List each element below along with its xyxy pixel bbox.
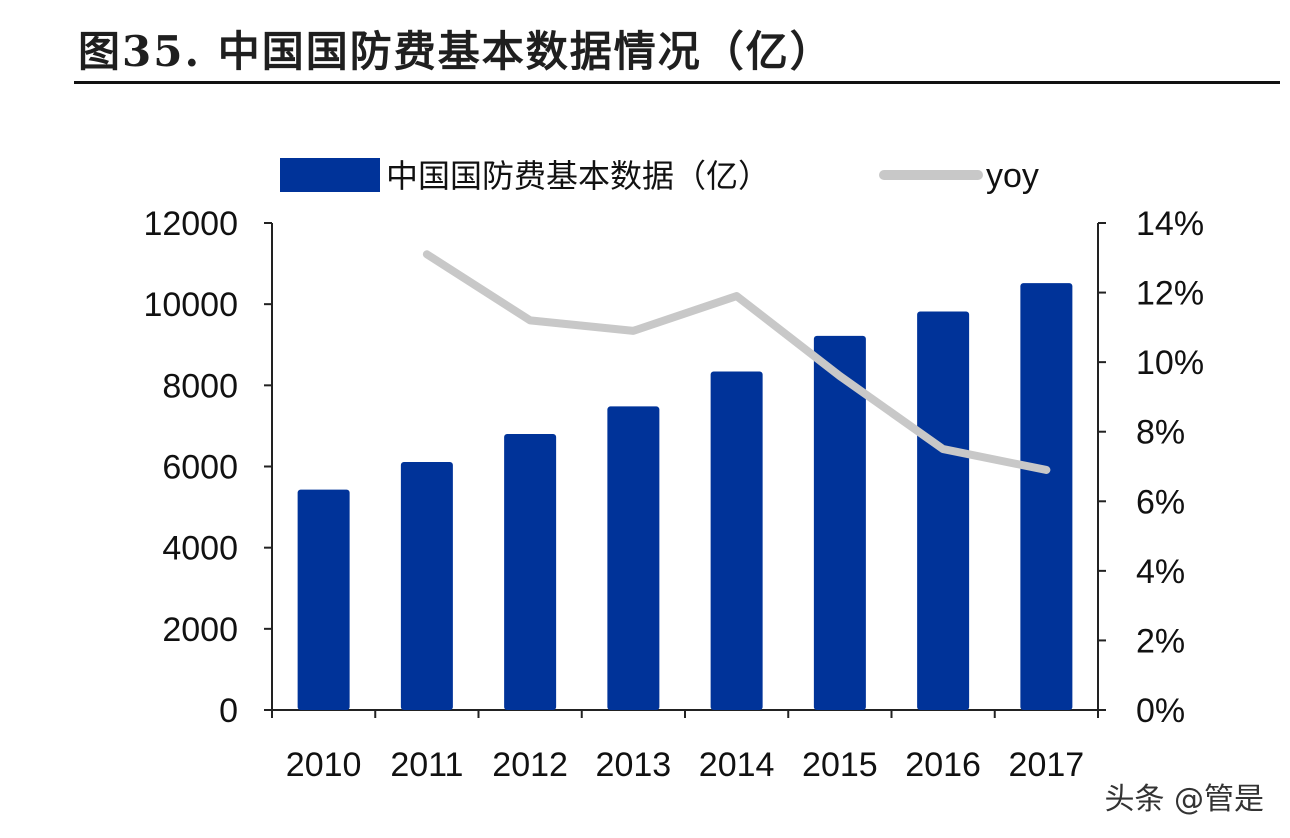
bar-series [297, 283, 1073, 710]
left-axis-tick-label: 0 [219, 692, 238, 730]
chart-legend: 中国国防费基本数据（亿） yoy [280, 157, 1039, 195]
page-title: 图35. 中国国防费基本数据情况（亿） [78, 27, 834, 76]
legend-swatch-bars [280, 158, 380, 192]
x-axis-tick-label: 2011 [390, 746, 463, 784]
legend-label-line: yoy [986, 157, 1039, 195]
left-axis-tick-label: 4000 [162, 530, 238, 568]
right-axis-tick-label: 8% [1136, 414, 1185, 452]
watermark: 头条 @管是 [1104, 782, 1264, 817]
left-axis-tick-label: 10000 [143, 286, 238, 324]
line-series [422, 250, 1051, 474]
right-axis-tick-label: 4% [1136, 553, 1185, 591]
x-axis-tick-label: 2015 [802, 746, 878, 784]
x-axis-tick-label: 2014 [699, 746, 775, 784]
bar-2016 [917, 311, 970, 710]
left-axis-tick-label: 6000 [162, 449, 238, 487]
legend-label-bars: 中国国防费基本数据（亿） [386, 158, 770, 194]
bar-2013 [607, 406, 660, 710]
x-axis-tick-label: 2012 [492, 746, 568, 784]
x-axis-tick-label: 2017 [1009, 746, 1085, 784]
bar-2017 [1020, 283, 1073, 710]
chart-axes [264, 222, 1106, 718]
bar-2010 [297, 489, 350, 710]
axis-labels: 0 2000 4000 6000 8000 10000 12000 0% 2% 4% 6% 8% 10%… [143, 205, 1204, 784]
bar-2012 [504, 434, 557, 710]
right-axis-tick-label: 0% [1136, 692, 1185, 730]
bar-2014 [710, 371, 763, 710]
left-axis-tick-label: 12000 [143, 205, 238, 243]
right-axis-tick-label: 6% [1136, 483, 1185, 521]
right-axis-tick-label: 10% [1136, 344, 1204, 382]
right-axis-tick-label: 2% [1136, 622, 1185, 660]
x-axis-tick-label: 2010 [286, 746, 362, 784]
right-axis-tick-label: 12% [1136, 275, 1204, 313]
bar-2011 [400, 462, 453, 710]
x-axis-tick-label: 2016 [905, 746, 981, 784]
title-divider [74, 81, 1280, 84]
bar-2015 [813, 335, 866, 710]
right-axis-tick-label: 14% [1136, 205, 1204, 243]
left-axis-tick-label: 2000 [162, 611, 238, 649]
x-axis-tick-label: 2013 [596, 746, 672, 784]
left-axis-tick-label: 8000 [162, 367, 238, 405]
